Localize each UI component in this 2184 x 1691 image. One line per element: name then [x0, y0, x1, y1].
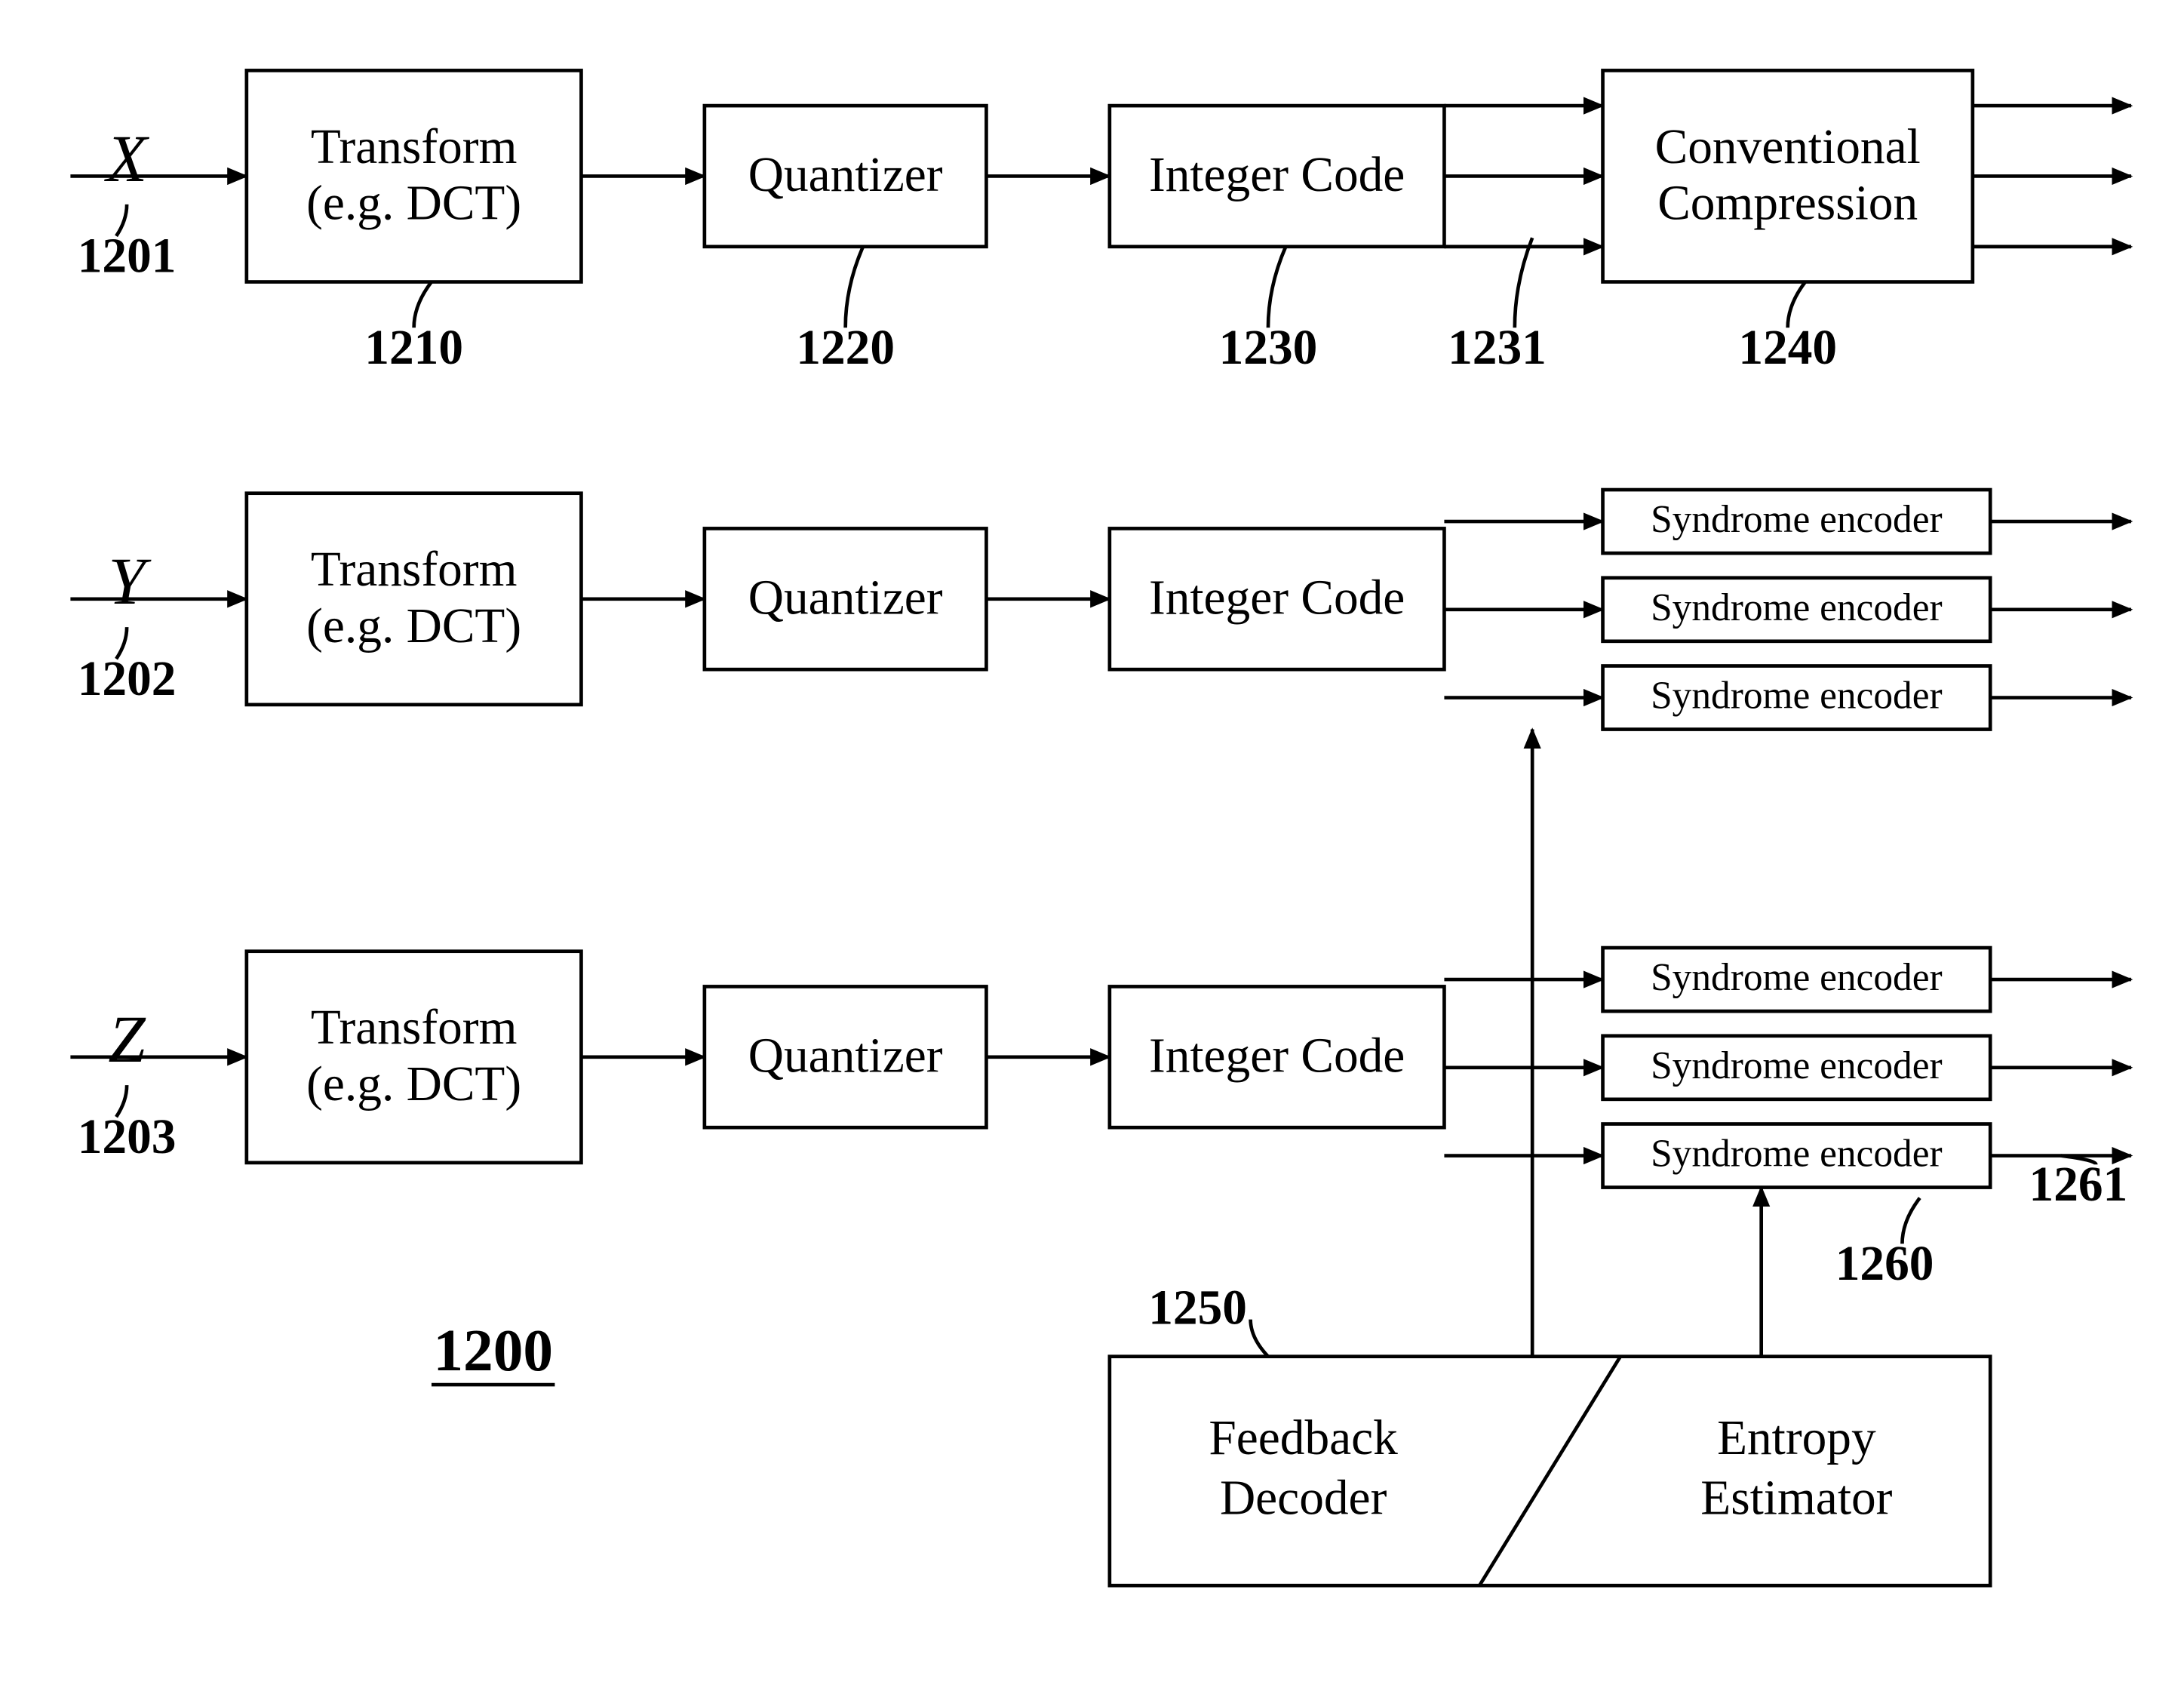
ref-1230: 1230: [1219, 321, 1318, 375]
label-q2: Quantizer: [748, 570, 943, 625]
ref-1220: 1220: [796, 321, 895, 375]
label-t2-l1: Transform: [311, 543, 518, 597]
syndrome-label-r2-0: Syndrome encoder: [1651, 956, 1943, 999]
label-t3-l1: Transform: [311, 1001, 518, 1055]
label-ic2: Integer Code: [1149, 570, 1405, 625]
label-t3-l2: (e.g. DCT): [306, 1057, 521, 1111]
entropy-l2: Estimator: [1700, 1471, 1892, 1525]
ref-1260: 1260: [1835, 1237, 1934, 1291]
input-var-z: Z: [108, 1003, 146, 1077]
syndrome-label-r2-1: Syndrome encoder: [1651, 1044, 1943, 1087]
label-t1-l2: (e.g. DCT): [306, 176, 521, 230]
ref-1250: 1250: [1148, 1281, 1247, 1335]
ref-1210: 1210: [364, 321, 463, 375]
input-ref-1203: 1203: [78, 1110, 177, 1164]
syndrome-label-r1-2: Syndrome encoder: [1651, 675, 1943, 718]
input-ref-1201: 1201: [78, 229, 177, 284]
label-t2-l2: (e.g. DCT): [306, 599, 521, 653]
hook-1250: [1251, 1320, 1268, 1357]
ref-1231: 1231: [1448, 321, 1547, 375]
input-ref-1202: 1202: [78, 652, 177, 706]
label-t1-l1: Transform: [311, 120, 518, 174]
input-var-x: X: [104, 122, 150, 196]
ref-hook-1231: [1515, 238, 1532, 327]
input-var-y: Y: [108, 545, 152, 619]
label-ic3: Integer Code: [1149, 1028, 1405, 1083]
label-q1: Quantizer: [748, 148, 943, 202]
label-ic1: Integer Code: [1149, 148, 1405, 202]
syndrome-label-r1-1: Syndrome encoder: [1651, 586, 1943, 629]
label-cc1-l1: Conventional: [1655, 120, 1921, 174]
syndrome-label-r2-2: Syndrome encoder: [1651, 1133, 1943, 1176]
hook-1220: [846, 247, 863, 327]
feedback-l2: Decoder: [1220, 1471, 1387, 1525]
ref-1261: 1261: [2029, 1158, 2128, 1212]
syndrome-label-r1-0: Syndrome encoder: [1651, 498, 1943, 541]
figure-ref-1200: 1200: [433, 1317, 553, 1384]
block-diagram: X1201Y1202Z1203Transform(e.g. DCT)Quanti…: [0, 0, 2184, 1691]
entropy-l1: Entropy: [1717, 1411, 1876, 1465]
label-cc1-l2: Compression: [1657, 176, 1918, 230]
hook-1230: [1268, 247, 1286, 327]
ref-1240: 1240: [1738, 321, 1837, 375]
label-q3: Quantizer: [748, 1028, 943, 1083]
feedback-l1: Feedback: [1209, 1411, 1398, 1465]
